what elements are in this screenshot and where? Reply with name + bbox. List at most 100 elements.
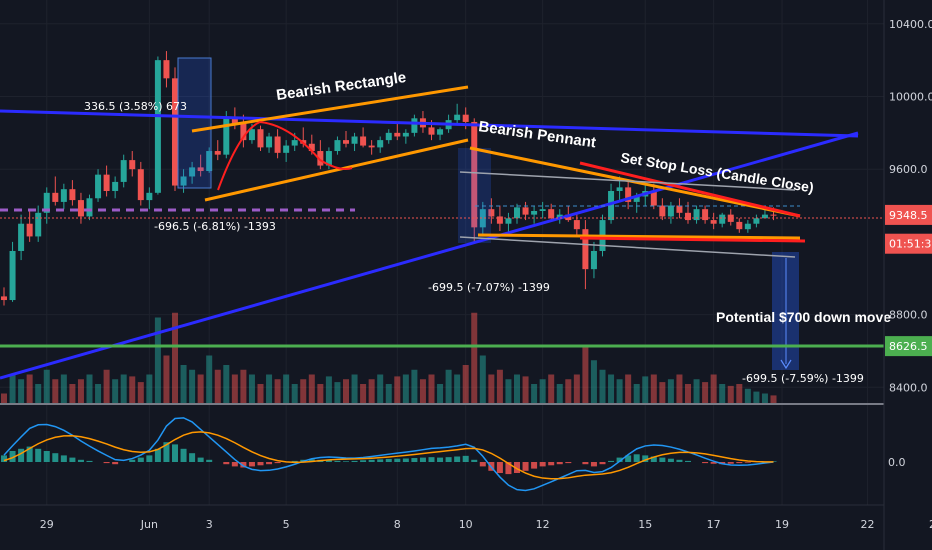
volume-bar: [308, 374, 315, 403]
volume-bar: [753, 391, 760, 403]
candle-body: [539, 209, 546, 211]
candle-body: [625, 187, 632, 202]
macd-line: [3, 417, 774, 492]
macd-histogram-bar: [659, 457, 666, 462]
volume-bar: [95, 384, 102, 403]
volume-bar: [317, 384, 324, 403]
macd-histogram-bar: [248, 462, 255, 467]
macd-histogram-bar: [531, 462, 538, 469]
volume-bar: [394, 376, 401, 403]
candle-body: [548, 209, 555, 219]
volume-bar: [206, 355, 213, 403]
candle-body: [214, 151, 221, 155]
macd-histogram-bar: [351, 460, 358, 462]
candle-body: [565, 214, 572, 221]
macd-histogram-bar: [736, 462, 743, 464]
volume-bar: [214, 369, 221, 403]
volume-bar: [163, 355, 170, 403]
candle-body: [479, 209, 486, 228]
time-axis[interactable]: 29 Jun 3 5 8 10 12 15 17 19 22 24: [40, 518, 932, 531]
candle-body: [206, 151, 213, 172]
chart-drawings: [0, 57, 884, 380]
volume-bar: [283, 374, 290, 403]
candle-body: [659, 205, 666, 217]
candle-body: [368, 145, 375, 148]
volume-bar: [727, 385, 734, 403]
volume-bar: [702, 382, 709, 403]
volume-bar: [437, 384, 444, 403]
volume-bar: [69, 384, 76, 403]
volume-bar: [291, 384, 298, 403]
x-tick-label: 5: [283, 518, 290, 531]
macd-histogram-bar: [86, 460, 93, 462]
volume-bar: [462, 365, 469, 403]
candle-body: [770, 214, 777, 216]
macd-histogram-bar: [77, 459, 84, 462]
candle-body: [462, 114, 469, 122]
macd-histogram-bar: [129, 459, 136, 462]
volume-bar: [522, 376, 529, 403]
candle-body: [52, 192, 59, 202]
volume-bar: [112, 379, 119, 403]
candle-body: [514, 207, 520, 219]
macd-histogram-bar: [479, 462, 486, 467]
macd-histogram-bar: [368, 459, 375, 462]
blue-support-line: [0, 131, 859, 380]
macd-histogram-bar: [496, 462, 503, 473]
candle-body: [360, 136, 367, 146]
y-tick-label: 10000.0: [889, 91, 932, 104]
x-tick-label: 29: [40, 518, 54, 531]
macd-histogram-bar: [727, 462, 734, 464]
candle-body: [505, 218, 512, 224]
macd-histogram-bar: [548, 462, 555, 466]
macd-histogram-bar: [197, 457, 204, 462]
volume-bar: [565, 379, 572, 403]
volume-bar: [590, 360, 597, 403]
macd-histogram-bar: [428, 457, 435, 462]
candle-body: [744, 223, 751, 230]
volume-bar: [343, 379, 349, 403]
macd-histogram-bar: [60, 455, 67, 462]
macd-histogram-bar: [103, 462, 110, 464]
candle-body: [582, 229, 589, 270]
macd-histogram-bar: [26, 446, 33, 462]
macd-histogram-bar: [642, 455, 649, 462]
volume-bar: [471, 312, 478, 403]
red-head-shoulders-curve: [217, 120, 353, 191]
volume-bar: [454, 374, 461, 403]
macd-histogram-bar: [582, 462, 589, 465]
macd-histogram-bar: [274, 462, 281, 464]
price-tag-box: [885, 233, 932, 254]
candle-body: [402, 132, 409, 137]
candle-body: [496, 216, 503, 224]
macd-histogram-bar: [462, 455, 469, 462]
volume-bar: [761, 393, 768, 403]
macd-histogram-bar: [257, 462, 264, 466]
macd-histogram-bar: [385, 458, 392, 462]
volume-bar: [514, 374, 520, 403]
volume-bar: [274, 379, 281, 403]
volume-bar: [650, 374, 657, 403]
blue-resistance-line: [0, 109, 859, 138]
macd-histogram-bar: [616, 457, 623, 462]
macd-histogram-bar: [308, 459, 315, 462]
macd-histogram-bar: [702, 462, 709, 464]
rectangle-bottom-line: [204, 138, 469, 202]
candle-body: [69, 189, 76, 201]
volume-bar: [43, 369, 50, 403]
volume-bar: [9, 374, 16, 403]
macd-histogram-bar: [206, 459, 213, 462]
y-tick-label: 10400.0: [889, 18, 932, 31]
price-axis[interactable]: 10400.0 10000.0 9600.0 8800.0 8400.0: [889, 18, 932, 394]
macd-histogram-bar: [163, 442, 170, 462]
volume-bar: [120, 374, 127, 403]
y-tick-label: 8400.0: [889, 381, 928, 394]
x-tick-label: 3: [206, 518, 213, 531]
macd-histogram-bar: [112, 462, 119, 465]
macd-histogram-bar: [667, 458, 674, 462]
volume-bar: [479, 355, 486, 403]
volume-bar: [77, 379, 84, 403]
pennant-bottom-line: [477, 233, 801, 240]
candle-body: [77, 200, 84, 217]
